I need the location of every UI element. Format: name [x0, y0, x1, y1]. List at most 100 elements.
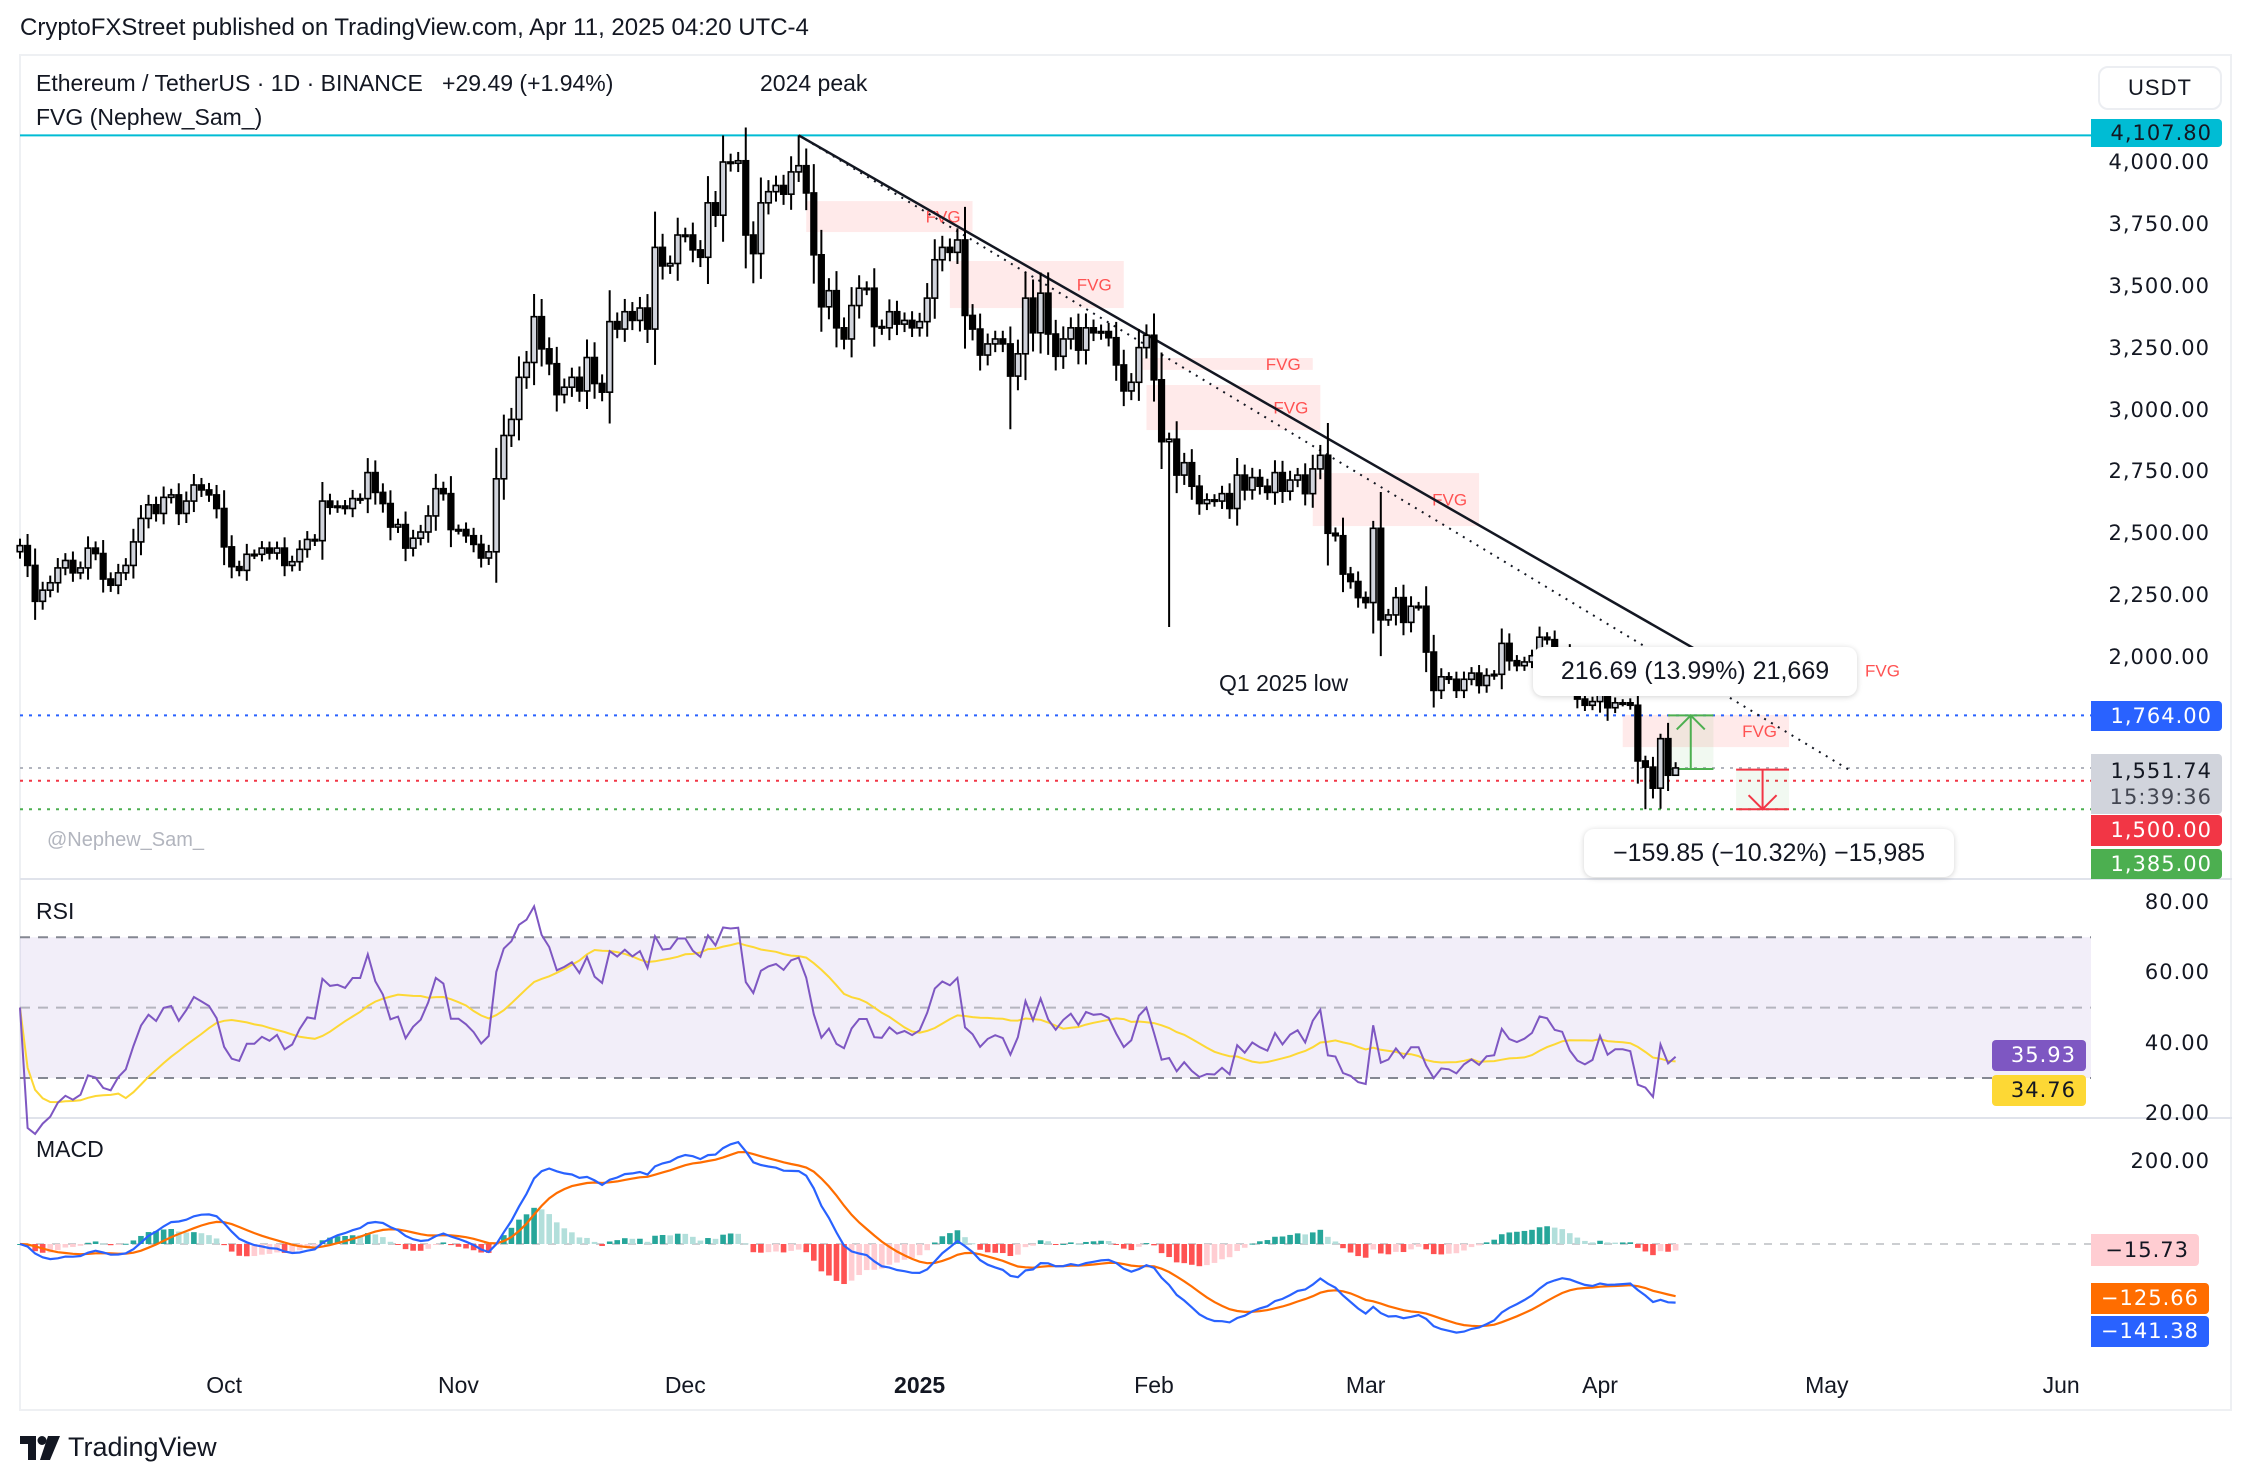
- candle-up: [273, 547, 281, 554]
- macd-hist-bar: [1309, 1232, 1316, 1244]
- macd-hist-bar: [1619, 1242, 1626, 1244]
- candle-down: [23, 544, 32, 567]
- fvg-zone: [1138, 358, 1313, 370]
- macd-hist-bar: [1181, 1244, 1188, 1264]
- horizontal-lines[interactable]: [20, 134, 2091, 811]
- trendline[interactable]: [798, 134, 1767, 692]
- candle-up: [757, 202, 765, 255]
- candle-up: [1271, 471, 1279, 494]
- rsi-line: [19, 903, 1677, 1136]
- macd-hist-bar: [1189, 1244, 1195, 1265]
- macd-hist-bar: [962, 1237, 968, 1244]
- macd-hist-label: −15.73: [2091, 1234, 2199, 1266]
- macd-hist-bar: [1657, 1244, 1664, 1252]
- symbol-legend[interactable]: Ethereum / TetherUS · 1D · BINANCE +29.4…: [36, 70, 613, 97]
- macd-hist-bar: [1483, 1242, 1490, 1244]
- macd-hist-bar: [387, 1241, 394, 1244]
- macd-hist-bar: [644, 1241, 651, 1244]
- macd-hist-bar: [667, 1235, 673, 1244]
- macd-hist-bar: [1498, 1234, 1505, 1244]
- macd-hist-bar: [939, 1236, 946, 1244]
- candle-up: [1059, 338, 1067, 358]
- macd-hist-bar: [1173, 1244, 1180, 1263]
- indicator-legend[interactable]: FVG (Nephew_Sam_): [36, 104, 263, 130]
- macd-hist-bar: [1438, 1244, 1445, 1255]
- macd-hist-bar: [145, 1232, 152, 1244]
- macd-hist-bar: [742, 1243, 749, 1245]
- candle-up: [719, 161, 727, 217]
- candle-down: [1399, 596, 1408, 624]
- macd-hist-bar: [1627, 1242, 1634, 1244]
- fvg-zone: [1622, 714, 1790, 748]
- price-tick: 2,750.00: [2108, 459, 2210, 484]
- candle-up: [424, 515, 432, 533]
- candle-down: [598, 382, 606, 393]
- candle-up: [1588, 700, 1597, 707]
- candle-down: [1377, 527, 1385, 621]
- candle-down: [386, 502, 395, 528]
- macd-hist-bar: [1536, 1227, 1543, 1244]
- candle-down: [92, 547, 100, 555]
- candle-down: [326, 500, 334, 509]
- macd-hist-bar: [803, 1244, 810, 1253]
- candle-up: [1369, 527, 1377, 604]
- measure-up-label[interactable]: 216.69 (13.99%) 21,669: [1533, 647, 1857, 696]
- macd-hist-bar: [92, 1241, 99, 1244]
- macd-hist-bar: [576, 1237, 583, 1244]
- candle-up: [991, 338, 999, 345]
- candle-up: [1392, 596, 1400, 616]
- candle-down: [727, 161, 735, 165]
- macd-hist-bar: [1249, 1243, 1256, 1245]
- macd-hist-bar: [153, 1231, 159, 1244]
- macd-hist-bar: [697, 1240, 704, 1244]
- macd-lines: [17, 1140, 2091, 1334]
- rsi-ma-value-label: 34.76: [1992, 1075, 2086, 1106]
- macd-hist-bar: [55, 1244, 61, 1251]
- low-annotation: Q1 2025 low: [1219, 670, 1349, 696]
- macd-hist-bar: [1158, 1244, 1165, 1254]
- macd-hist-bar: [894, 1244, 900, 1263]
- candle-down: [462, 528, 470, 537]
- candle-up: [258, 547, 266, 556]
- macd-hist-bar: [584, 1237, 590, 1244]
- candle-down: [439, 487, 447, 495]
- rsi-title: RSI: [36, 898, 75, 924]
- macd-hist-bar: [531, 1207, 537, 1244]
- candle-down: [447, 492, 455, 531]
- candle-up: [1097, 330, 1105, 334]
- currency-button[interactable]: USDT: [2098, 66, 2222, 110]
- candle-up: [1384, 614, 1392, 621]
- macd-hist-bar: [1551, 1227, 1558, 1244]
- price-tick: 3,500.00: [2108, 273, 2210, 298]
- candle-down: [1475, 672, 1483, 687]
- macd-hist-bar: [425, 1244, 432, 1249]
- macd-hist-bar: [1385, 1244, 1392, 1255]
- tradingview-logo-icon: [20, 1435, 60, 1460]
- macd-hist-bar: [1015, 1244, 1021, 1255]
- tradingview-logo[interactable]: TradingView: [20, 1432, 217, 1463]
- candle-down: [590, 356, 599, 385]
- peak-price-label: 4,107.80: [2091, 119, 2222, 147]
- macd-hist-bar: [327, 1237, 333, 1244]
- candle-up: [931, 258, 939, 299]
- trendlines[interactable]: [798, 134, 1851, 771]
- macd-hist-bar: [546, 1214, 552, 1244]
- measure-tools[interactable]: [1668, 713, 1790, 811]
- candle-up: [1203, 499, 1211, 505]
- candle-down: [107, 578, 115, 587]
- macd-hist-bar: [674, 1233, 681, 1244]
- fvg-label: FVG: [1742, 722, 1777, 741]
- candle-up: [1460, 678, 1468, 692]
- candle-down: [878, 325, 886, 329]
- macd-line: [19, 1140, 1676, 1334]
- macd-hist-bar: [455, 1244, 462, 1247]
- macd-hist-bar: [281, 1244, 288, 1253]
- candle-up: [1014, 353, 1022, 377]
- measure-down-label[interactable]: −159.85 (−10.32%) −15,985: [1584, 829, 1954, 877]
- fvg-zone: [1312, 473, 1480, 527]
- candle-down: [1195, 485, 1203, 505]
- time-tick: Dec: [664, 1372, 706, 1398]
- macd-hist-bar: [130, 1240, 137, 1244]
- candle-up: [1218, 492, 1226, 502]
